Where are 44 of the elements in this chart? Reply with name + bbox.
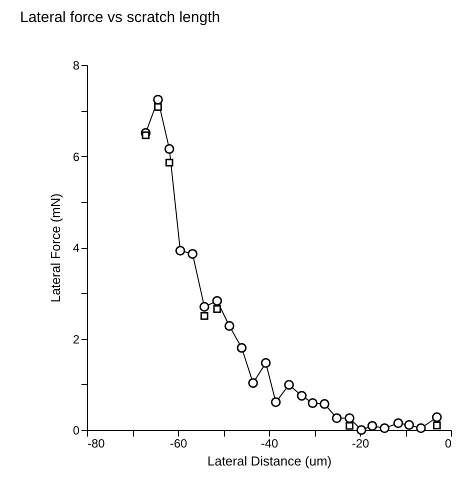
- point: [432, 412, 442, 422]
- point: [260, 358, 271, 368]
- point: [344, 413, 354, 424]
- y-tick-label: 2: [72, 332, 80, 346]
- point: [199, 302, 210, 312]
- point: [284, 380, 294, 390]
- point: [404, 420, 414, 430]
- y-tick-label: 8: [72, 58, 80, 72]
- point: [380, 423, 390, 434]
- x-tick-label: -80: [88, 436, 106, 450]
- point: [212, 296, 222, 306]
- point: [270, 397, 281, 408]
- x-axis-title: Lateral Distance (um): [207, 454, 332, 468]
- x-tick-label: -20: [352, 436, 370, 450]
- point: [248, 378, 258, 388]
- x-tick-label: -40: [260, 436, 278, 450]
- point: [224, 321, 234, 331]
- point: [320, 399, 330, 409]
- point: [346, 422, 354, 430]
- point: [393, 418, 404, 428]
- y-tick-label: 4: [72, 241, 80, 255]
- point: [356, 425, 366, 435]
- point: [367, 420, 378, 431]
- point: [416, 423, 426, 434]
- point: [432, 422, 441, 430]
- point: [296, 390, 307, 401]
- x-tick-label: -60: [170, 436, 188, 450]
- point: [236, 342, 247, 353]
- point: [213, 305, 222, 314]
- point: [332, 413, 342, 424]
- y-axis-title: Lateral Force (mN): [48, 193, 63, 303]
- point: [153, 94, 163, 105]
- point: [165, 158, 174, 167]
- y-tick-label: 6: [72, 150, 80, 164]
- chart-title: Lateral force vs scratch length: [20, 9, 220, 26]
- point: [154, 103, 162, 111]
- point: [164, 144, 174, 154]
- point: [142, 131, 150, 140]
- point: [200, 312, 208, 320]
- point: [175, 246, 186, 256]
- y-tick-label: 0: [72, 424, 80, 438]
- x-tick-label: 0: [444, 436, 452, 450]
- point: [308, 398, 318, 408]
- point: [188, 248, 198, 259]
